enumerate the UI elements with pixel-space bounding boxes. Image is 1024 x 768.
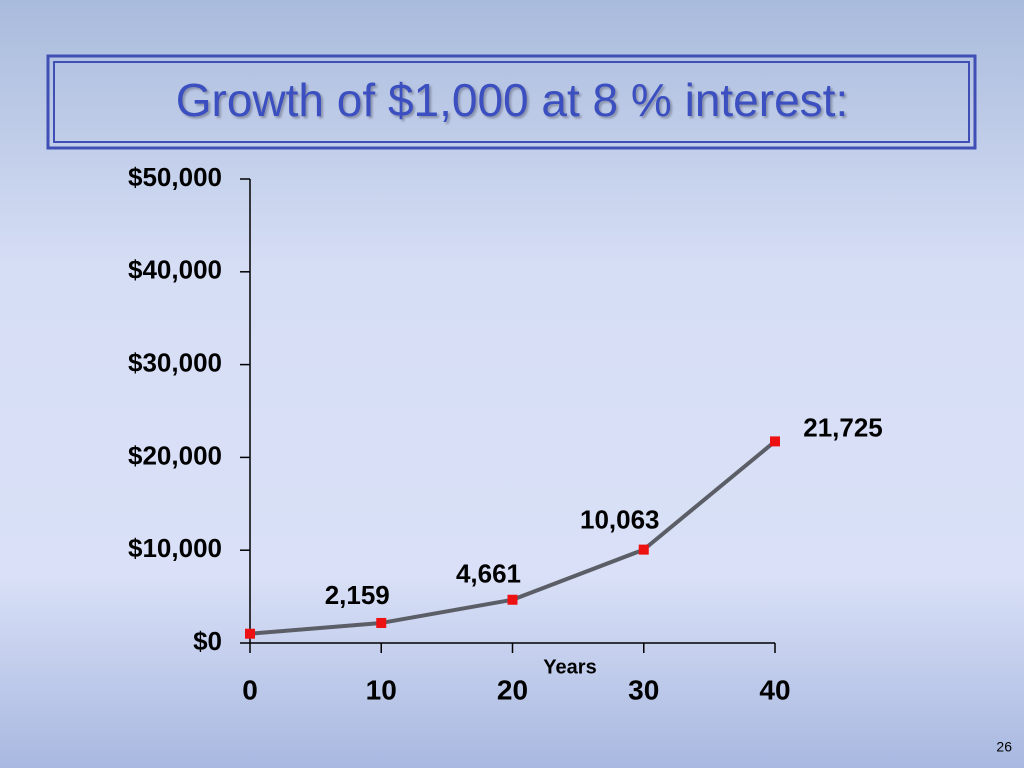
x-tick-label: 10 [366,674,397,705]
y-tick-label: $40,000 [128,255,222,285]
y-tick-label: $10,000 [128,533,222,563]
data-label: 10,063 [580,504,660,534]
x-tick-label: 40 [759,674,790,705]
x-axis-label: Years [543,656,596,678]
data-label: 21,725 [803,412,883,442]
slide-number: 26 [996,739,1012,755]
title-frame-inner [53,61,970,143]
y-tick-label: $30,000 [128,347,222,377]
x-tick-label: 30 [628,674,659,705]
data-label: 2,159 [325,580,390,610]
data-label: 4,661 [456,559,521,589]
data-point [376,617,387,628]
data-point [770,436,780,447]
x-tick-label: 20 [497,674,528,705]
title-frame [46,54,977,150]
y-tick-label: $50,000 [128,162,222,192]
chart-title: Growth of $1,000 at 8 % interest: [176,74,848,126]
y-tick-label: $20,000 [128,440,222,470]
data-point [507,594,518,605]
x-tick-label: 0 [242,674,258,705]
data-point [245,628,255,639]
data-point [638,544,649,555]
y-tick-label: $0 [193,626,222,656]
